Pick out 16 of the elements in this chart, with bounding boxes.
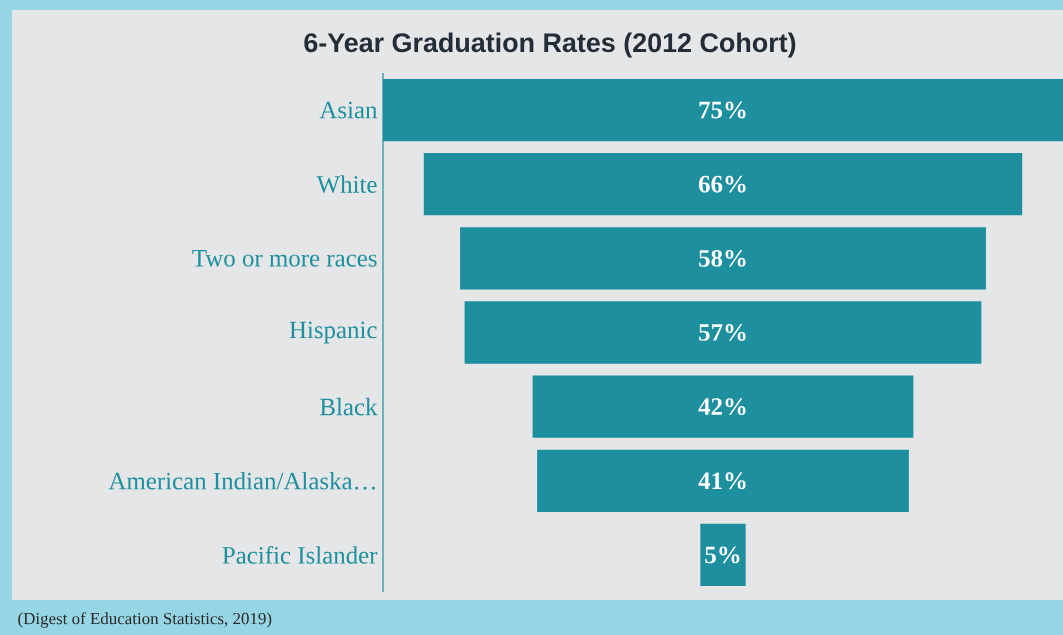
category-label: White (316, 175, 377, 194)
data-label: 66% (698, 175, 746, 193)
text: 6-Year Graduation Rates (2012 Cohort) (304, 32, 796, 58)
category-label: Pacific Islander (222, 546, 378, 564)
category-label: Asian (319, 101, 378, 119)
category-label: Two or more races (192, 250, 377, 267)
category-label: Black (320, 397, 378, 416)
category-label: Hispanic (289, 321, 377, 344)
data-label: 5% (705, 546, 740, 564)
category-label: American Indian/Alaska… (108, 471, 375, 490)
data-label: 41% (698, 472, 746, 490)
data-label: 57% (699, 324, 746, 341)
data-label: 42% (698, 398, 746, 416)
text: (Digest of Education Statistics, 2019) (18, 612, 272, 628)
data-label: 58% (699, 249, 746, 267)
data-label: 75% (699, 101, 746, 119)
